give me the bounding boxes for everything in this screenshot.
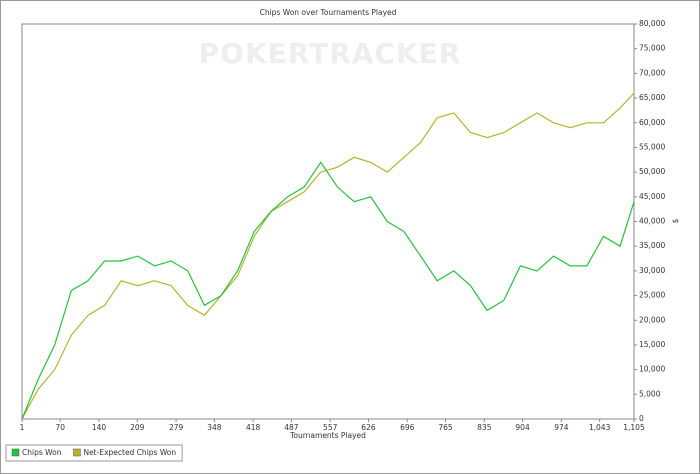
x-tick-label: 765	[438, 423, 453, 432]
x-tick-label: 487	[284, 423, 299, 432]
y-tick-label: 55,000	[639, 142, 665, 151]
y-tick-label: 45,000	[639, 192, 665, 201]
legend-swatch	[73, 448, 81, 457]
x-tick-label: 1,043	[589, 423, 611, 432]
chart-title: Chips Won over Tournaments Played	[260, 8, 397, 17]
x-tick-label: 418	[246, 423, 261, 432]
y-tick-label: 70,000	[639, 68, 665, 77]
y-tick-label: 15,000	[639, 340, 665, 349]
y-tick-label: 30,000	[639, 266, 665, 275]
y-tick-label: 10,000	[639, 365, 665, 374]
y-tick-label: 75,000	[639, 44, 665, 53]
watermark: POKERTRACKER	[199, 37, 462, 70]
x-tick-label: 557	[323, 423, 338, 432]
y-axis-label: $	[671, 218, 680, 223]
x-tick-label: 209	[130, 423, 145, 432]
y-tick-label: 0	[639, 414, 644, 423]
x-tick-label: 696	[400, 423, 415, 432]
legend-label: Chips Won	[22, 448, 62, 457]
x-tick-label: 70	[55, 423, 65, 432]
y-tick-label: 65,000	[639, 93, 665, 102]
x-tick-label: 348	[207, 423, 222, 432]
x-tick-label: 974	[554, 423, 569, 432]
x-tick-label: 626	[361, 423, 376, 432]
series-line	[21, 92, 635, 420]
legend: Chips Won Net-Expected Chips Won	[5, 444, 183, 462]
x-axis-label: Tournaments Played	[289, 431, 366, 440]
y-tick-label: 25,000	[639, 291, 665, 300]
y-tick-label: 20,000	[639, 315, 665, 324]
y-tick-label: 40,000	[639, 217, 665, 226]
legend-swatch	[11, 448, 20, 457]
y-tick-label: 60,000	[639, 118, 665, 127]
x-tick-label: 904	[515, 423, 530, 432]
x-tick-label: 835	[477, 423, 492, 432]
x-tick-label: 1	[20, 423, 25, 432]
x-tick-label: 140	[92, 423, 107, 432]
legend-box	[5, 444, 183, 462]
y-tick-label: 50,000	[639, 167, 665, 176]
legend-label: Net-Expected Chips Won	[83, 448, 176, 457]
y-tick-label: 5,000	[639, 389, 661, 398]
x-tick-label: 279	[169, 423, 184, 432]
x-tick-label: 1,105	[623, 423, 645, 432]
y-tick-label: 35,000	[639, 241, 665, 250]
series-line	[21, 161, 635, 420]
y-tick-label: 80,000	[639, 19, 665, 28]
